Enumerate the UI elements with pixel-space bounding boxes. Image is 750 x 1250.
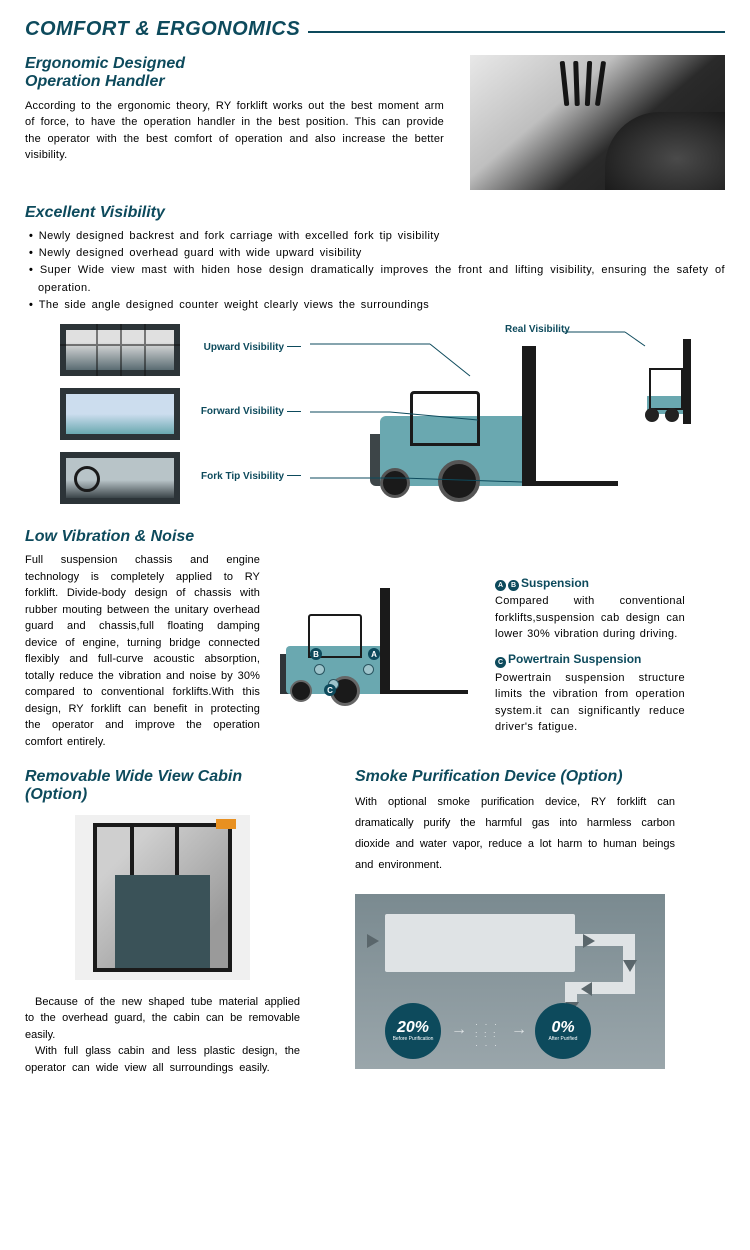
suspension-details: ABSuspension Compared with conventional …	[495, 552, 685, 750]
bullet: The side angle designed counter weight c…	[29, 297, 725, 314]
bullet: Newly designed overhead guard with wide …	[29, 245, 725, 262]
ergonomic-section: Ergonomic Designed Operation Handler Acc…	[25, 55, 725, 190]
forktip-thumb	[60, 452, 180, 504]
upward-thumb	[60, 324, 180, 376]
header-line	[308, 31, 725, 33]
forward-thumb	[60, 388, 180, 440]
ergonomic-text-block: Ergonomic Designed Operation Handler Acc…	[25, 55, 450, 190]
thumbnail-column	[60, 324, 180, 514]
after-circle: 0% After Purified	[535, 1003, 591, 1059]
cabin-option: Removable Wide View Cabin (Option) Becau…	[25, 768, 300, 1076]
visibility-title: Excellent Visibility	[25, 204, 725, 222]
smoke-option: Smoke Purification Device (Option) With …	[355, 768, 675, 1076]
ergonomic-body: According to the ergonomic theory, RY fo…	[25, 98, 444, 164]
real-vis-line	[563, 324, 653, 354]
suspension-body: Compared with conventional forklifts,sus…	[495, 593, 685, 643]
cabin-image	[75, 815, 250, 980]
powertrain-title: Powertrain Suspension	[508, 653, 641, 667]
visibility-bullets: Newly designed backrest and fork carriag…	[25, 228, 725, 313]
visibility-section: Excellent Visibility Newly designed back…	[25, 204, 725, 514]
powertrain-body: Powertrain suspension structure limits t…	[495, 670, 685, 736]
forklift-suspension-image: A B C	[280, 552, 475, 750]
bullet: Newly designed backrest and fork carriag…	[29, 228, 725, 245]
before-circle: 20% Before Purification	[385, 1003, 441, 1059]
cabin-title: Removable Wide View Cabin (Option)	[25, 768, 300, 805]
options-section: Removable Wide View Cabin (Option) Becau…	[25, 768, 725, 1076]
forklift-main-image	[370, 346, 620, 506]
real-visibility-label: Real Visibility	[505, 324, 570, 335]
smoke-title: Smoke Purification Device (Option)	[355, 768, 675, 786]
forward-label: Forward Visibility	[186, 406, 301, 417]
main-header: COMFORT & ERGONOMICS	[25, 18, 725, 41]
visibility-diagram: Upward Visibility Forward Visibility For…	[25, 324, 725, 514]
c-powertrain-block: CPowertrain Suspension Powertrain suspen…	[495, 653, 685, 736]
forklift-rear-image	[643, 334, 713, 424]
bullet: Super Wide view mast with hiden hose des…	[29, 262, 725, 296]
ergonomic-title: Ergonomic Designed Operation Handler	[25, 55, 444, 92]
main-header-text: COMFORT & ERGONOMICS	[25, 18, 300, 41]
label-column: Upward Visibility Forward Visibility For…	[186, 324, 301, 514]
handler-image	[470, 55, 725, 190]
cabin-body1: Because of the new shaped tube material …	[25, 994, 300, 1044]
smoke-body: With optional smoke purification device,…	[355, 792, 675, 876]
upward-label: Upward Visibility	[186, 342, 301, 353]
forktip-label: Fork Tip Visibility	[186, 471, 301, 482]
cabin-body2: With full glass cabin and less plastic d…	[25, 1043, 300, 1076]
ab-suspension-block: ABSuspension Compared with conventional …	[495, 576, 685, 643]
low-vibration-text: Full suspension chassis and engine techn…	[25, 552, 260, 750]
low-vibration-title: Low Vibration & Noise	[25, 528, 725, 546]
suspension-title: Suspension	[521, 576, 589, 590]
low-vibration-section: Low Vibration & Noise Full suspension ch…	[25, 528, 725, 750]
purifier-diagram: 20% Before Purification → · · ·: : :· · …	[355, 894, 665, 1069]
